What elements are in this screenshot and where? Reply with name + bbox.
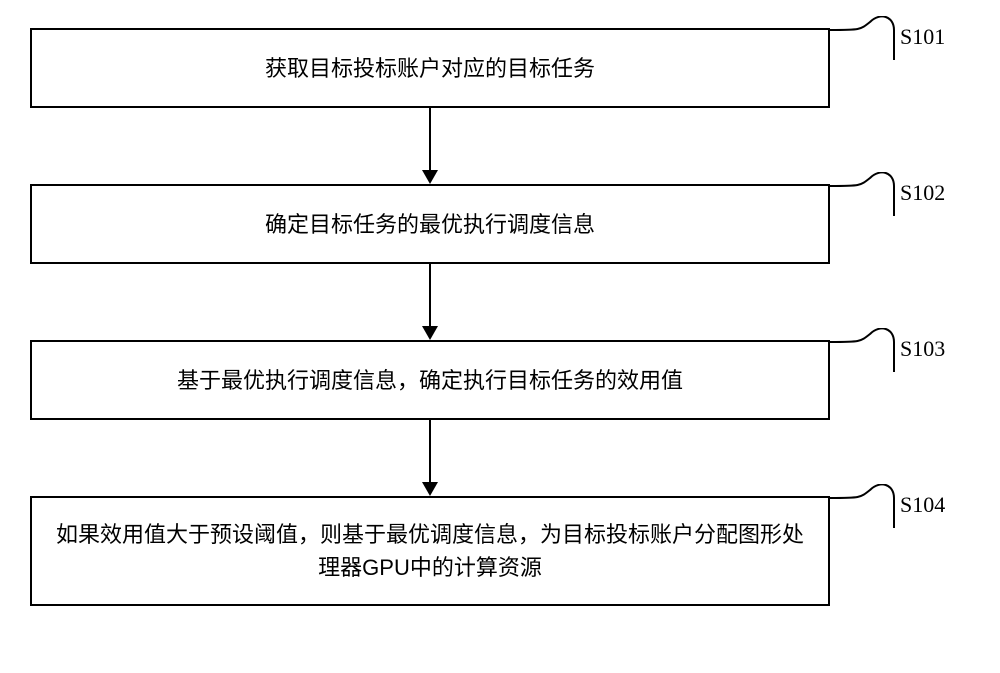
step-box-s101: 获取目标投标账户对应的目标任务 [30,28,830,108]
step-label-s104: S104 [900,492,945,518]
step-box-s104: 如果效用值大于预设阈值，则基于最优调度信息，为目标投标账户分配图形处理器GPU中… [30,496,830,606]
step-box-s102: 确定目标任务的最优执行调度信息 [30,184,830,264]
brace-s102 [830,172,900,220]
step-label-text: S102 [900,180,945,205]
step-label-text: S104 [900,492,945,517]
step-text: 确定目标任务的最优执行调度信息 [265,208,595,241]
flowchart-canvas: 获取目标投标账户对应的目标任务 S101 确定目标任务的最优执行调度信息 S10… [0,0,1000,673]
brace-s104 [830,484,900,532]
step-text: 获取目标投标账户对应的目标任务 [265,52,595,85]
step-text: 如果效用值大于预设阈值，则基于最优调度信息，为目标投标账户分配图形处理器GPU中… [52,518,808,584]
step-label-s101: S101 [900,24,945,50]
step-box-s103: 基于最优执行调度信息，确定执行目标任务的效用值 [30,340,830,420]
brace-s103 [830,328,900,376]
brace-s101 [830,16,900,64]
step-label-s102: S102 [900,180,945,206]
step-label-text: S103 [900,336,945,361]
step-text: 基于最优执行调度信息，确定执行目标任务的效用值 [177,364,683,397]
step-label-s103: S103 [900,336,945,362]
step-label-text: S101 [900,24,945,49]
